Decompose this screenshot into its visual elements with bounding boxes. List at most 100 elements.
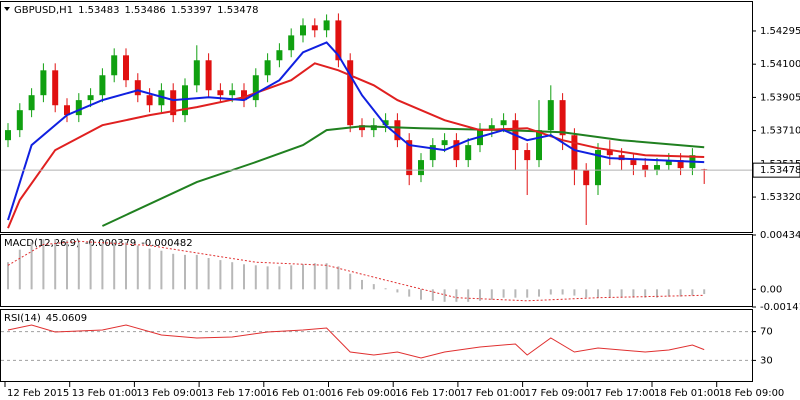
macd-bar: [467, 289, 470, 302]
y-tick-label: 1.53710: [760, 126, 800, 137]
x-tick-label: 16 Feb 01:00: [266, 388, 332, 399]
macd-bar: [361, 279, 363, 290]
candle-body: [264, 60, 271, 76]
rsi-panel: [0, 309, 753, 382]
macd-bar: [172, 253, 175, 290]
macd-bar: [136, 245, 139, 290]
candle-body: [500, 120, 507, 126]
candle-body: [394, 120, 401, 141]
moving-average: [101, 125, 705, 227]
macd-bar: [514, 289, 517, 298]
candle-body: [370, 125, 377, 131]
candle-body: [5, 130, 11, 141]
macd-bar: [184, 254, 186, 290]
candle-body: [595, 150, 601, 186]
x-tick-label: 16 Feb 17:00: [395, 388, 461, 399]
collapse-arrow: [4, 7, 10, 11]
moving-average: [7, 62, 705, 229]
macd-bar: [302, 264, 304, 290]
candle-body: [300, 25, 306, 36]
candle-body: [429, 145, 436, 161]
macd-bar: [490, 289, 493, 300]
candle-body: [406, 140, 413, 176]
macd-bar: [266, 266, 269, 290]
macd-bar: [160, 250, 163, 290]
candle-body: [170, 90, 177, 116]
candle-body: [677, 160, 684, 169]
macd-bar: [455, 289, 458, 302]
candle-body: [217, 90, 224, 96]
candle-body: [64, 105, 70, 116]
macd-bar: [77, 242, 80, 290]
panel-title: GBPUSD,H1 1.53483 1.53486 1.53397 1.53478: [14, 5, 259, 16]
macd-bar: [30, 242, 33, 290]
price-box: [752, 162, 800, 178]
macd-panel: [0, 234, 753, 307]
macd-bar: [372, 284, 375, 290]
candle-body: [111, 55, 118, 76]
candle-body: [311, 25, 318, 31]
macd-bar: [349, 273, 352, 290]
candles: [5, 13, 708, 226]
candle-body: [654, 165, 660, 171]
y-tick-label: 0.004343: [760, 230, 800, 241]
ohlc-close: 1.53478: [217, 5, 258, 16]
macd-bar: [125, 242, 127, 290]
candle-body: [123, 55, 129, 81]
y-tick-label: -0.001414: [760, 302, 800, 313]
candle-body: [347, 60, 354, 126]
macd-bar: [667, 289, 670, 297]
candle-body: [193, 60, 200, 86]
candle-body: [335, 20, 342, 61]
candle-body: [323, 20, 330, 31]
macd-bar: [7, 262, 9, 290]
candle-body: [182, 85, 188, 116]
macd-bar: [113, 242, 116, 290]
macd-bar: [207, 258, 210, 290]
candle-body: [465, 145, 472, 161]
candle-body: [453, 140, 460, 161]
signal-value: -0.000482: [141, 238, 192, 249]
macd-bar: [620, 289, 623, 298]
candle-body: [606, 150, 613, 156]
candle-body: [288, 35, 295, 51]
macd-bar: [443, 289, 446, 302]
macd-bar: [66, 240, 68, 290]
x-tick-label: 18 Feb 01:00: [654, 388, 720, 399]
candle-body: [252, 75, 259, 101]
price-label: 1.53478: [760, 165, 800, 176]
macd-bar: [431, 289, 434, 301]
candle-body: [40, 70, 47, 96]
macd-bar: [408, 289, 411, 297]
y-tick-label: 30: [760, 355, 773, 366]
ohlc-open: 1.53483: [78, 5, 119, 16]
x-tick-label: 13 Feb 09:00: [136, 388, 202, 399]
macd-bar: [656, 289, 658, 298]
macd-bar: [278, 266, 281, 290]
macd-bar: [691, 289, 694, 296]
panel-title: RSI(14) 45.0609: [4, 313, 87, 324]
moving-average: [7, 41, 705, 221]
macd-bar: [231, 262, 234, 290]
candle-body: [547, 100, 554, 131]
macd-bar: [313, 263, 316, 290]
y-tick-label: 1.53320: [760, 192, 800, 203]
indicator-name: MACD(12,26,9): [4, 238, 80, 249]
candle-body: [488, 125, 495, 131]
candle-body: [146, 95, 153, 106]
macd-bar: [219, 260, 222, 290]
macd-bar: [573, 289, 576, 296]
candle-body: [87, 95, 94, 101]
ohlc-high: 1.53486: [124, 5, 165, 16]
macd-bar: [54, 239, 57, 290]
macd-bar: [526, 289, 529, 298]
macd-bar: [42, 239, 45, 290]
macd-bar: [325, 263, 328, 290]
candle-body: [205, 60, 212, 91]
macd-bar: [703, 289, 706, 295]
macd-bar: [89, 243, 92, 290]
x-tick-label: 17 Feb 17:00: [589, 388, 655, 399]
candle-body: [16, 110, 23, 131]
candle-body: [276, 50, 283, 61]
candle-body: [642, 165, 649, 171]
